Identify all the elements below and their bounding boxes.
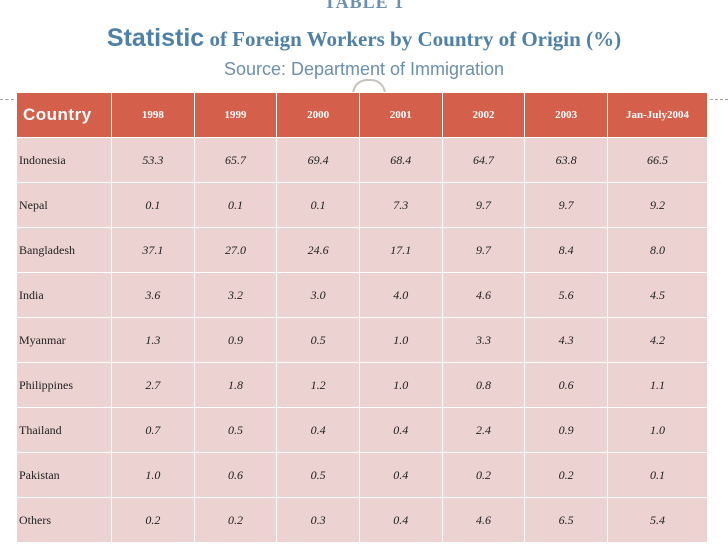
- table-row: Thailand 0.7 0.5 0.4 0.4 2.4 0.9 1.0: [16, 407, 708, 453]
- column-header: 2003: [524, 92, 608, 138]
- value-cell: 0.4: [276, 407, 360, 453]
- country-cell: Nepal: [16, 182, 112, 228]
- value-cell: 0.8: [441, 362, 526, 408]
- value-cell: 0.2: [524, 452, 608, 498]
- value-cell: 7.3: [358, 182, 443, 228]
- country-cell: India: [16, 272, 112, 318]
- value-cell: 0.1: [276, 182, 360, 228]
- country-cell: Indonesia: [16, 137, 112, 183]
- value-cell: 2.7: [111, 362, 195, 408]
- value-cell: 63.8: [524, 137, 608, 183]
- value-cell: 53.3: [111, 137, 195, 183]
- table-row: India 3.6 3.2 3.0 4.0 4.6 5.6 4.5: [16, 272, 708, 318]
- value-cell: 0.2: [193, 497, 278, 543]
- column-header: 1998: [111, 92, 195, 138]
- value-cell: 8.0: [607, 227, 708, 273]
- value-cell: 24.6: [276, 227, 360, 273]
- value-cell: 4.3: [524, 317, 608, 363]
- column-header: 2001: [358, 92, 443, 138]
- table-row: Others 0.2 0.2 0.3 0.4 4.6 6.5 5.4: [16, 497, 708, 543]
- country-cell: Myanmar: [16, 317, 112, 363]
- table-row: Nepal 0.1 0.1 0.1 7.3 9.7 9.7 9.2: [16, 182, 708, 228]
- value-cell: 0.5: [276, 317, 360, 363]
- value-cell: 0.4: [358, 452, 443, 498]
- value-cell: 3.2: [193, 272, 278, 318]
- value-cell: 0.6: [193, 452, 278, 498]
- column-header: 2002: [441, 92, 526, 138]
- table-number: TABLE 1: [323, 0, 405, 12]
- value-cell: 27.0: [193, 227, 278, 273]
- value-cell: 9.7: [441, 182, 526, 228]
- foreign-workers-table: Country 1998 1999 2000 2001 2002 2003 Ja…: [16, 92, 708, 543]
- country-cell: Others: [16, 497, 112, 543]
- country-cell: Pakistan: [16, 452, 112, 498]
- value-cell: 1.8: [193, 362, 278, 408]
- value-cell: 0.7: [111, 407, 195, 453]
- value-cell: 4.0: [358, 272, 443, 318]
- table-row: Philippines 2.7 1.8 1.2 1.0 0.8 0.6 1.1: [16, 362, 708, 408]
- value-cell: 9.7: [441, 227, 526, 273]
- value-cell: 0.6: [524, 362, 608, 408]
- header-row: Country 1998 1999 2000 2001 2002 2003 Ja…: [16, 92, 708, 138]
- value-cell: 1.0: [607, 407, 708, 453]
- value-cell: 9.2: [607, 182, 708, 228]
- value-cell: 4.2: [607, 317, 708, 363]
- country-cell: Bangladesh: [16, 227, 112, 273]
- value-cell: 0.1: [111, 182, 195, 228]
- value-cell: 4.6: [441, 272, 526, 318]
- value-cell: 0.9: [193, 317, 278, 363]
- value-cell: 0.3: [276, 497, 360, 543]
- table-row: Bangladesh 37.1 27.0 24.6 17.1 9.7 8.4 8.0: [16, 227, 708, 273]
- table-row: Indonesia 53.3 65.7 69.4 68.4 64.7 63.8 66.5: [16, 137, 708, 183]
- value-cell: 68.4: [358, 137, 443, 183]
- page-title: Statistic of Foreign Workers by Country …: [0, 24, 728, 53]
- value-cell: 8.4: [524, 227, 608, 273]
- value-cell: 0.1: [193, 182, 278, 228]
- value-cell: 0.1: [607, 452, 708, 498]
- country-column-header: Country: [16, 92, 112, 138]
- column-header: 1999: [193, 92, 278, 138]
- title-rest: of Foreign Workers by Country of Origin …: [204, 27, 622, 51]
- column-header: Jan-July2004: [607, 92, 708, 138]
- value-cell: 0.5: [276, 452, 360, 498]
- value-cell: 64.7: [441, 137, 526, 183]
- source-subtitle: Source: Department of Immigration: [223, 59, 505, 79]
- value-cell: 5.4: [607, 497, 708, 543]
- value-cell: 6.5: [524, 497, 608, 543]
- table-row: Pakistan 1.0 0.6 0.5 0.4 0.2 0.2 0.1: [16, 452, 708, 498]
- value-cell: 3.3: [441, 317, 526, 363]
- value-cell: 3.6: [111, 272, 195, 318]
- country-cell: Philippines: [16, 362, 112, 408]
- value-cell: 1.3: [111, 317, 195, 363]
- value-cell: 1.0: [358, 317, 443, 363]
- value-cell: 0.9: [524, 407, 608, 453]
- value-cell: 0.5: [193, 407, 278, 453]
- value-cell: 1.1: [607, 362, 708, 408]
- value-cell: 37.1: [111, 227, 195, 273]
- column-header: 2000: [276, 92, 360, 138]
- value-cell: 1.0: [111, 452, 195, 498]
- value-cell: 4.5: [607, 272, 708, 318]
- value-cell: 0.4: [358, 497, 443, 543]
- value-cell: 9.7: [524, 182, 608, 228]
- value-cell: 1.0: [358, 362, 443, 408]
- value-cell: 66.5: [607, 137, 708, 183]
- value-cell: 17.1: [358, 227, 443, 273]
- left-divider: [0, 99, 14, 100]
- value-cell: 65.7: [193, 137, 278, 183]
- value-cell: 69.4: [276, 137, 360, 183]
- value-cell: 1.2: [276, 362, 360, 408]
- value-cell: 0.2: [441, 452, 526, 498]
- value-cell: 4.6: [441, 497, 526, 543]
- right-divider: [710, 99, 728, 100]
- value-cell: 3.0: [276, 272, 360, 318]
- value-cell: 0.2: [111, 497, 195, 543]
- table-row: Myanmar 1.3 0.9 0.5 1.0 3.3 4.3 4.2: [16, 317, 708, 363]
- value-cell: 5.6: [524, 272, 608, 318]
- title-main: Statistic: [106, 24, 205, 52]
- country-cell: Thailand: [16, 407, 112, 453]
- value-cell: 0.4: [358, 407, 443, 453]
- value-cell: 2.4: [441, 407, 526, 453]
